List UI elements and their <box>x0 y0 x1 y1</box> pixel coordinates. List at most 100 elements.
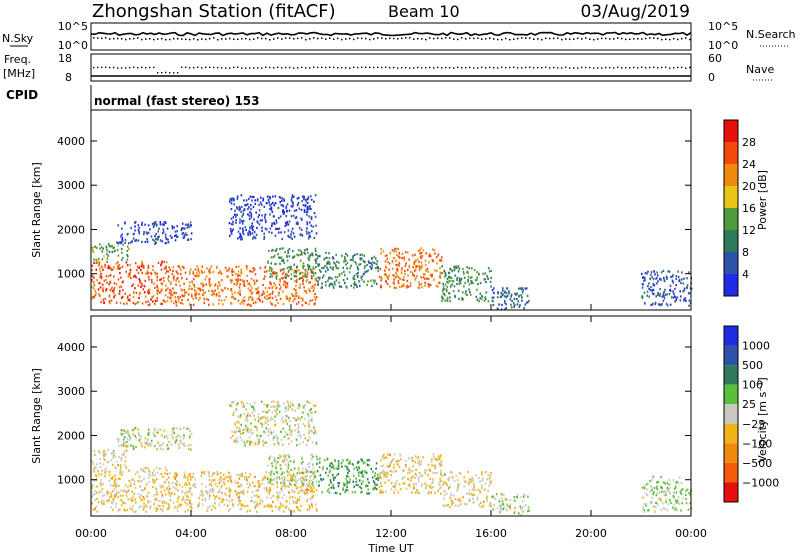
data-cell <box>303 286 305 289</box>
data-cell <box>144 437 147 440</box>
data-cell <box>460 279 462 282</box>
data-cell <box>296 204 299 207</box>
data-cell <box>157 261 160 264</box>
data-cell <box>243 412 246 415</box>
nave-point <box>225 67 227 69</box>
data-cell <box>271 505 273 508</box>
data-cell <box>403 469 405 472</box>
data-cell <box>143 505 146 509</box>
nave-point <box>673 67 675 69</box>
data-cell <box>268 457 271 460</box>
data-cell <box>291 403 294 406</box>
data-cell <box>493 497 496 500</box>
data-cell <box>174 234 176 238</box>
data-cell <box>476 276 478 279</box>
data-cell <box>443 490 446 493</box>
data-cell <box>246 441 248 444</box>
data-cell <box>210 508 213 511</box>
data-cell <box>151 296 153 299</box>
data-cell <box>426 277 428 280</box>
data-cell <box>309 235 312 238</box>
data-cell <box>298 301 300 304</box>
data-cell <box>403 475 406 479</box>
data-cell <box>269 474 272 477</box>
data-cell <box>307 439 309 442</box>
data-cell <box>344 490 346 493</box>
data-cell <box>251 298 253 302</box>
data-cell <box>431 273 434 276</box>
data-cell <box>100 246 103 249</box>
data-cell <box>159 223 162 226</box>
data-cell <box>315 443 318 446</box>
data-cell <box>467 275 470 278</box>
data-cell <box>658 491 661 494</box>
data-cell <box>253 409 256 412</box>
data-cell <box>173 291 175 294</box>
noise-search-point <box>677 38 679 41</box>
data-cell <box>680 281 682 284</box>
data-cell <box>329 276 331 279</box>
data-cell <box>168 291 171 294</box>
nave-point <box>569 67 571 69</box>
data-cell <box>164 294 167 297</box>
nave-point <box>465 66 467 69</box>
noise-search-point <box>381 37 383 39</box>
data-cell <box>94 490 96 493</box>
data-cell <box>201 282 204 285</box>
data-cell <box>424 259 427 262</box>
data-cell <box>246 279 248 283</box>
data-cell <box>208 303 210 306</box>
data-cell <box>517 300 519 303</box>
data-cell <box>133 291 135 294</box>
data-cell <box>410 456 413 459</box>
data-cell <box>675 508 677 512</box>
data-cell <box>252 405 255 408</box>
data-cell <box>236 281 238 284</box>
data-cell <box>132 495 134 498</box>
data-cell <box>269 486 271 489</box>
data-cell <box>391 261 394 264</box>
noise-search-point <box>437 37 439 39</box>
data-cell <box>174 239 177 242</box>
data-cell <box>260 417 263 420</box>
data-cell <box>308 281 310 284</box>
data-cell <box>168 506 171 509</box>
data-cell <box>171 272 174 276</box>
data-cell <box>162 484 164 487</box>
data-cell <box>290 477 292 480</box>
data-cell <box>687 292 690 295</box>
data-cell <box>303 404 306 407</box>
data-cell <box>488 270 491 273</box>
data-cell <box>162 442 164 445</box>
data-cell <box>251 441 253 444</box>
data-cell <box>153 221 155 224</box>
data-cell <box>308 401 311 405</box>
data-cell <box>299 436 302 439</box>
data-cell <box>236 195 239 198</box>
data-cell <box>362 462 365 465</box>
data-cell <box>124 456 127 459</box>
data-cell <box>103 454 105 457</box>
data-cell <box>260 196 262 199</box>
data-cell <box>501 497 503 500</box>
nave-point <box>605 66 607 69</box>
noise-search-point <box>365 37 367 40</box>
data-cell <box>290 233 292 236</box>
data-cell <box>98 473 100 476</box>
data-cell <box>210 480 213 483</box>
data-cell <box>202 293 204 297</box>
data-cell <box>229 491 231 494</box>
data-cell <box>274 461 277 464</box>
data-cell <box>135 510 137 513</box>
data-cell <box>307 492 309 495</box>
data-cell <box>521 291 524 294</box>
nave-point <box>661 66 663 69</box>
data-cell <box>259 417 262 420</box>
data-cell <box>654 510 656 513</box>
data-cell <box>357 271 359 274</box>
data-cell <box>528 509 530 512</box>
data-cell <box>302 411 304 414</box>
data-cell <box>314 411 317 414</box>
data-cell <box>348 462 350 465</box>
